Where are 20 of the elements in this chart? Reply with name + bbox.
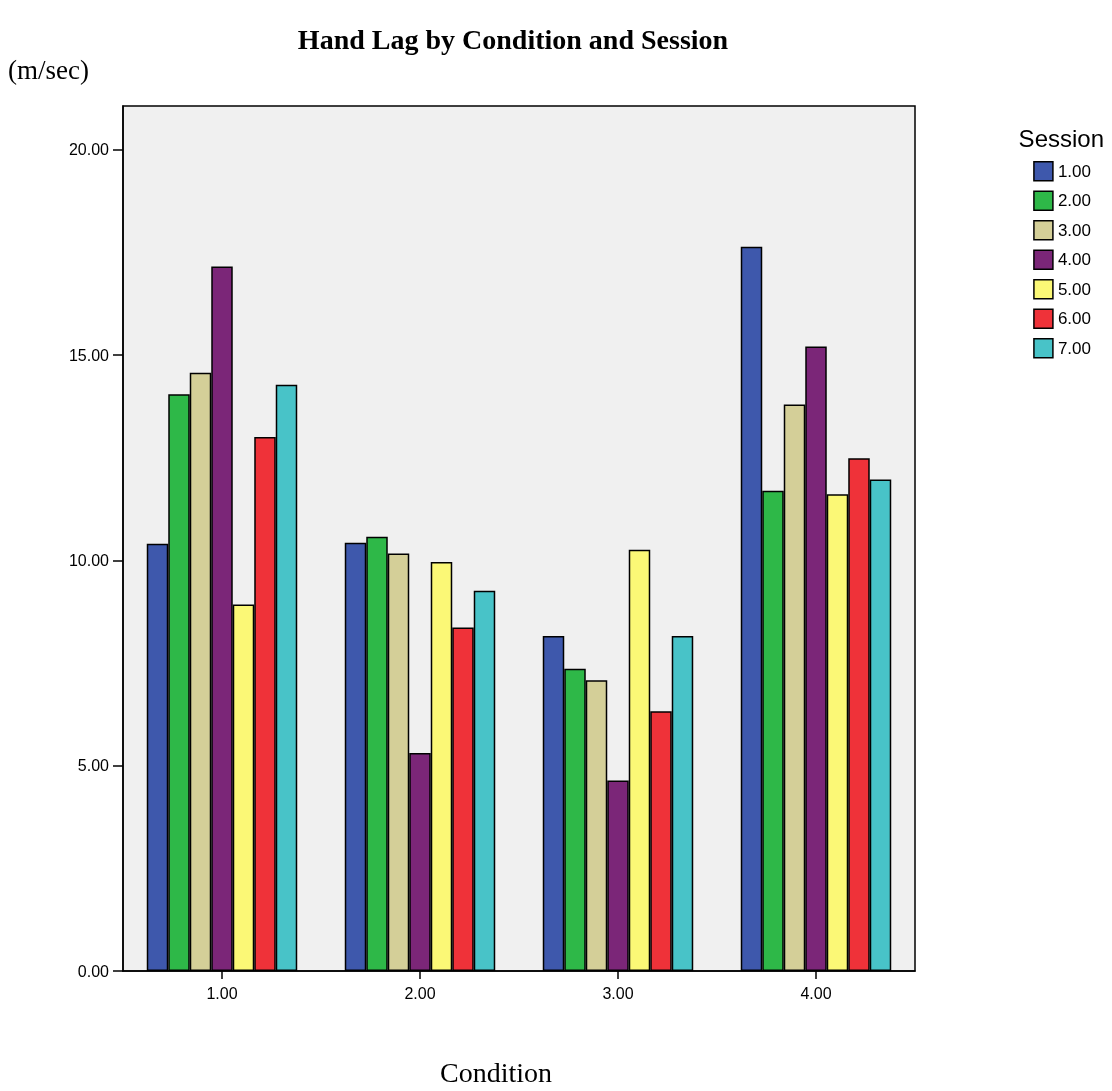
y-tick-label: 5.00 (77, 757, 110, 775)
legend-label: 7.00 (1057, 338, 1092, 358)
chart-title: Hand Lag by Condition and Session (297, 23, 729, 55)
legend-label: 5.00 (1057, 279, 1092, 299)
y-tick-label: 0.00 (77, 962, 110, 980)
legend-label: 3.00 (1057, 220, 1092, 240)
x-tick-label: 4.00 (800, 984, 832, 1002)
x-axis-title: Condition (440, 1056, 553, 1088)
y-tick-label: 20.00 (68, 141, 110, 159)
legend-label: 1.00 (1057, 161, 1092, 181)
y-tick-label: 10.00 (68, 551, 110, 569)
legend-label: 4.00 (1057, 250, 1092, 270)
x-tick-label: 1.00 (206, 984, 238, 1002)
legend-label: 2.00 (1057, 191, 1092, 211)
y-axis-title: (m/sec) (8, 54, 89, 85)
x-tick-label: 3.00 (602, 984, 634, 1002)
legend-label: 6.00 (1057, 309, 1092, 329)
y-tick-label: 15.00 (68, 346, 110, 364)
x-tick-label: 2.00 (404, 984, 436, 1002)
legend-title: Session (1018, 124, 1105, 152)
